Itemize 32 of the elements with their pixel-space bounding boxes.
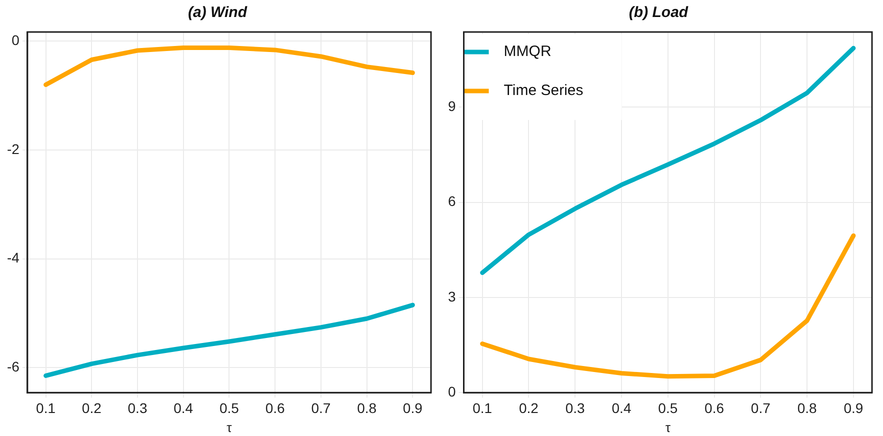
x-tick-label: 0.6 bbox=[704, 400, 724, 416]
x-tick-label: 0.5 bbox=[219, 400, 240, 416]
chart-title: (b) Load bbox=[628, 4, 689, 22]
x-axis-title: τ bbox=[665, 420, 672, 435]
x-tick-label: 0.5 bbox=[658, 400, 678, 416]
x-tick-label: 0.7 bbox=[311, 400, 331, 416]
y-tick-label: 9 bbox=[448, 98, 456, 114]
x-tick-label: 0.1 bbox=[472, 400, 492, 416]
x-tick-label: 0.2 bbox=[518, 400, 539, 416]
x-tick-label: 0.7 bbox=[750, 400, 771, 416]
y-tick-label: -2 bbox=[6, 140, 20, 157]
chart-title: (a) Wind bbox=[188, 4, 248, 22]
y-tick-label: 0 bbox=[448, 383, 456, 400]
y-tick-label: -6 bbox=[6, 358, 20, 374]
y-tick-label: -4 bbox=[6, 250, 20, 266]
legend-label: MMQR bbox=[504, 43, 552, 60]
y-tick-label: 6 bbox=[448, 193, 456, 210]
x-tick-label: 0.9 bbox=[844, 400, 864, 416]
x-tick-label: 0.6 bbox=[265, 400, 286, 416]
x-tick-label: 0.9 bbox=[402, 400, 423, 416]
x-tick-label: 0.3 bbox=[565, 400, 586, 416]
x-axis-title: τ bbox=[226, 420, 233, 435]
x-tick-label: 0.2 bbox=[82, 400, 102, 416]
x-tick-label: 0.8 bbox=[797, 400, 817, 416]
x-tick-label: 0.4 bbox=[174, 400, 194, 416]
x-tick-label: 0.8 bbox=[357, 400, 377, 416]
x-tick-label: 0.4 bbox=[612, 400, 632, 416]
legend-label: Time Series bbox=[504, 82, 584, 100]
y-tick-label: 0 bbox=[12, 32, 20, 48]
x-tick-label: 0.1 bbox=[36, 400, 56, 416]
x-tick-label: 0.3 bbox=[128, 400, 148, 416]
y-tick-label: 3 bbox=[448, 288, 456, 304]
